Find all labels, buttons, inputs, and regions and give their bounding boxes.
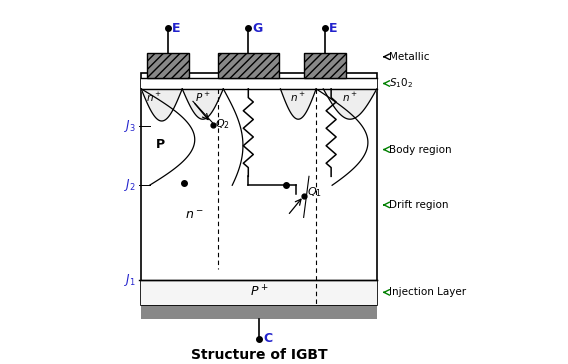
Text: $Q_2$: $Q_2$ (215, 118, 231, 131)
Text: $n^+$: $n^+$ (146, 91, 162, 104)
Text: C: C (264, 332, 273, 345)
Bar (141, 78, 377, 89)
Text: $P^+$: $P^+$ (250, 285, 268, 300)
Text: $P^+$: $P^+$ (195, 91, 211, 104)
Text: $n^-$: $n^-$ (186, 209, 204, 222)
Text: G: G (253, 22, 263, 35)
Text: $Q_1$: $Q_1$ (307, 186, 322, 199)
Bar (141, 305, 377, 319)
Text: Drift region: Drift region (389, 200, 449, 210)
Polygon shape (323, 89, 377, 119)
Bar (304, 53, 346, 78)
Polygon shape (141, 89, 182, 121)
Text: E: E (172, 22, 181, 35)
Text: P: P (156, 138, 165, 151)
Text: Structure of IGBT: Structure of IGBT (191, 348, 327, 362)
Bar (141, 73, 377, 305)
Text: Injection Layer: Injection Layer (389, 287, 466, 297)
Bar (218, 53, 279, 78)
Polygon shape (281, 89, 316, 119)
Text: E: E (329, 22, 338, 35)
Text: $n^+$: $n^+$ (342, 91, 358, 104)
Bar (141, 280, 377, 305)
Text: Body region: Body region (389, 145, 452, 155)
Text: $S_1 0_2$: $S_1 0_2$ (389, 76, 414, 90)
Text: $n^+$: $n^+$ (290, 91, 306, 104)
Text: $J_1$: $J_1$ (124, 272, 136, 288)
Text: $J_2$: $J_2$ (124, 177, 136, 193)
Bar (147, 53, 189, 78)
Text: Metallic: Metallic (389, 52, 430, 62)
Text: $J_3$: $J_3$ (124, 118, 136, 134)
Polygon shape (182, 89, 223, 119)
